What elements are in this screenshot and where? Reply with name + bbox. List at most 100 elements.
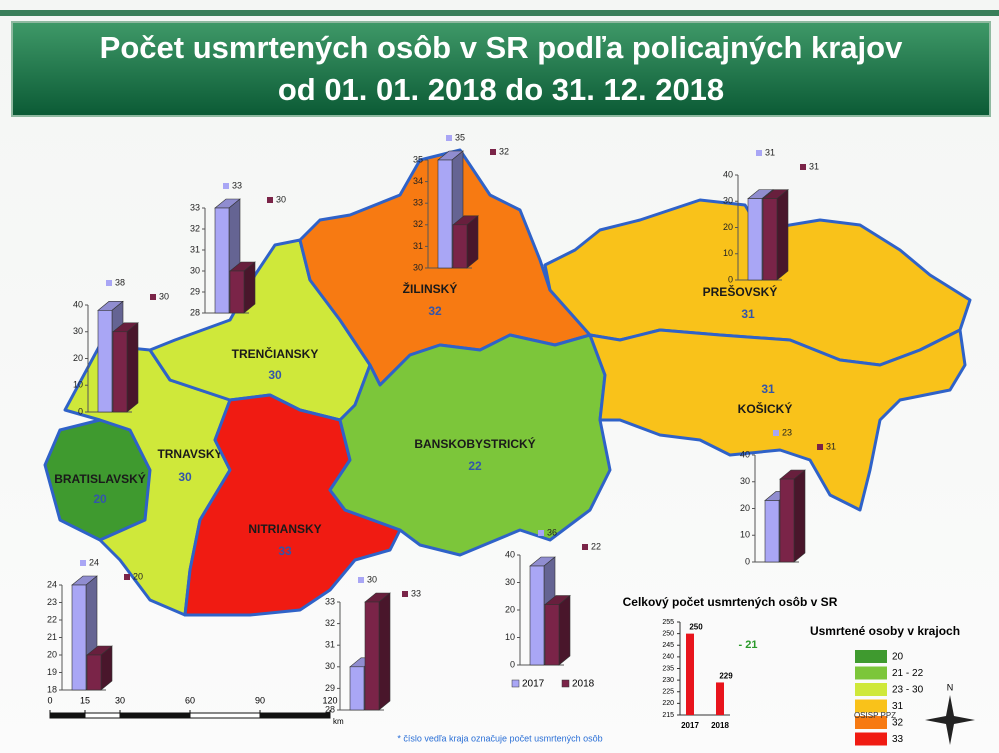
bar: [437, 159, 453, 269]
bar-side: [558, 594, 571, 666]
value-label: 23: [782, 427, 792, 437]
label-swatch: [582, 544, 588, 550]
label-swatch: [446, 135, 452, 141]
legend-swatch: [855, 699, 887, 713]
label-swatch: [80, 560, 86, 566]
bar: [716, 682, 724, 715]
scale-label: 120: [322, 695, 337, 705]
tick-label: 30: [740, 476, 750, 486]
scale-label: 60: [185, 695, 195, 705]
legend-label: 21 - 22: [892, 668, 924, 679]
value-label: 22: [591, 541, 601, 551]
tick-label: 22: [47, 614, 57, 624]
legend-label: 2018: [572, 679, 595, 690]
legend-label: 32: [892, 718, 904, 729]
tick-label: 31: [190, 244, 200, 254]
label-swatch: [124, 574, 130, 580]
value-label: 30: [159, 291, 169, 301]
top-strip: [0, 10, 999, 16]
bar: [452, 224, 468, 269]
tick-label: 20: [723, 222, 733, 232]
tick-label: 20: [47, 649, 57, 659]
note: * číslo vedľa kraja označuje počet usmrt…: [397, 733, 602, 743]
region-value: 33: [278, 544, 292, 558]
value-label: 20: [133, 571, 143, 581]
value-label: 33: [232, 180, 242, 190]
legend-label: 33: [892, 734, 904, 745]
title: od 01. 01. 2018 do 31. 12. 2018: [278, 72, 724, 107]
total-title: Celkový počet usmrtených osôb v SR: [623, 595, 838, 609]
region-value: 22: [468, 459, 482, 473]
scale-label: 15: [80, 695, 90, 705]
label-swatch: [267, 197, 273, 203]
value-label: 250: [689, 623, 703, 632]
category-label: 2017: [681, 721, 699, 730]
compass-label: N: [947, 682, 954, 692]
tick-label: 29: [325, 683, 335, 693]
title: Počet usmrtených osôb v SR podľa policaj…: [100, 30, 903, 65]
label-swatch: [538, 530, 544, 536]
value-label: 30: [367, 574, 377, 584]
bar-side: [126, 322, 139, 413]
tick-label: 20: [73, 353, 83, 363]
bar: [762, 198, 778, 281]
bar: [71, 584, 87, 691]
tick-label: 20: [505, 604, 515, 614]
label-swatch: [223, 183, 229, 189]
scale-segment: [259, 712, 331, 719]
value-label: 33: [411, 588, 421, 598]
scale-label: 90: [255, 695, 265, 705]
scale-label: 30: [115, 695, 125, 705]
scale-unit: km: [333, 717, 344, 726]
tick-label: 30: [73, 326, 83, 336]
tick-label: 29: [190, 286, 200, 296]
region-name: ŽILINSKÝ: [403, 281, 458, 296]
tick-label: 0: [728, 274, 733, 284]
tick-label: 33: [190, 202, 200, 212]
tick-label: 20: [740, 503, 750, 513]
legend-label: 2017: [522, 679, 545, 690]
legend-title: Usmrtené osoby v krajoch: [810, 624, 960, 638]
bar: [229, 270, 245, 314]
bar: [86, 654, 102, 691]
tick-label: 32: [190, 223, 200, 233]
tick-label: 32: [325, 618, 335, 628]
label-swatch: [800, 164, 806, 170]
value-label: 32: [499, 146, 509, 156]
tick-label: 40: [740, 449, 750, 459]
legend-swatch: [855, 683, 887, 696]
tick-label: 18: [47, 684, 57, 694]
bar: [747, 198, 763, 281]
tick-label: 40: [73, 299, 83, 309]
value-label: 38: [115, 277, 125, 287]
tick-label: 31: [325, 640, 335, 650]
tick-label: 33: [413, 198, 423, 208]
category-label: 2018: [711, 721, 729, 730]
value-label: 24: [89, 557, 99, 567]
tick-label: 19: [47, 667, 57, 677]
scale-segment: [189, 712, 261, 719]
legend-swatch: [511, 679, 520, 688]
tick-label: 10: [505, 632, 515, 642]
label-swatch: [150, 294, 156, 300]
tick-label: 30: [190, 265, 200, 275]
value-label: 30: [276, 194, 286, 204]
bar-side: [466, 215, 479, 269]
tick-label: 10: [740, 530, 750, 540]
bar: [779, 478, 795, 563]
label-swatch: [106, 280, 112, 286]
tick-label: 24: [47, 579, 57, 589]
bar: [97, 310, 113, 413]
tick-label: 35: [413, 154, 423, 164]
bar: [214, 207, 230, 314]
region-value: 30: [178, 470, 192, 484]
tick-label: 240: [662, 654, 674, 661]
region-value: 20: [93, 492, 107, 506]
region-name: TRNAVSKÝ: [157, 446, 222, 461]
tick-label: 28: [190, 307, 200, 317]
tick-label: 33: [325, 596, 335, 606]
legend-swatch: [855, 650, 887, 663]
value-label: 35: [455, 132, 465, 142]
bar: [349, 666, 365, 711]
